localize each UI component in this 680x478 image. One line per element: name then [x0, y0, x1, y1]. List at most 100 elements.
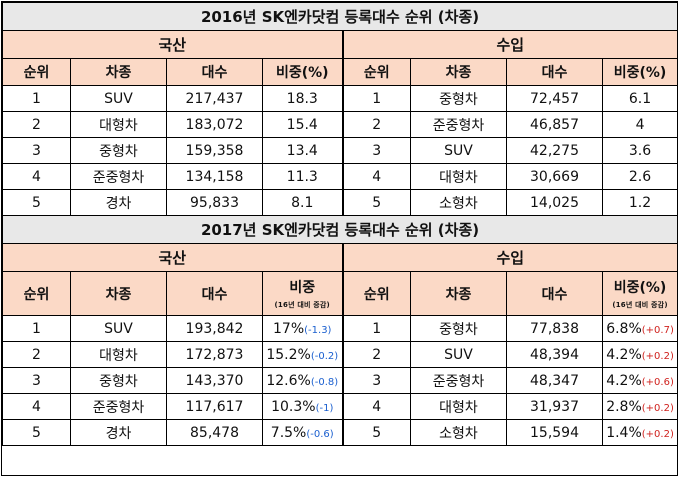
- share-value: 15.2%: [266, 346, 311, 363]
- share-cell: 6.1: [601, 85, 679, 112]
- share-cell: 11.3: [262, 163, 344, 190]
- share-delta: (-1): [315, 402, 334, 414]
- share-delta: (-0.8): [310, 376, 339, 388]
- rank-cell: 3: [2, 367, 71, 394]
- share-value: 12.6%: [266, 372, 311, 389]
- type-cell: 준중형차: [410, 111, 507, 138]
- count-cell: 183,072: [166, 111, 263, 138]
- type-cell: 대형차: [410, 393, 507, 420]
- header-share-sub: (16년 대비 증감): [274, 301, 330, 309]
- type-cell: 소형차: [410, 189, 507, 216]
- rank-cell: 1: [342, 315, 411, 342]
- share-cell: 17%(-1.3): [262, 315, 344, 342]
- share-cell: 18.3: [262, 85, 344, 112]
- count-cell: 217,437: [166, 85, 263, 112]
- table-title-2017: 2017년 SK엔카닷컴 등록대수 순위 (차종): [1, 215, 679, 244]
- header-type: 차종: [70, 271, 167, 316]
- rank-cell: 2: [342, 111, 411, 138]
- header-share: 비중(%): [262, 58, 344, 86]
- share-delta: (+0.2): [641, 350, 674, 362]
- share-cell: 6.8%(+0.7): [601, 315, 679, 342]
- count-cell: 134,158: [166, 163, 263, 190]
- header-rank: 순위: [342, 271, 411, 316]
- type-cell: 대형차: [410, 163, 507, 190]
- share-delta: (-0.2): [310, 350, 339, 362]
- type-cell: 준중형차: [70, 163, 167, 190]
- share-cell: 15.2%(-0.2): [262, 341, 344, 368]
- type-cell: 경차: [70, 189, 167, 216]
- rank-cell: 4: [342, 163, 411, 190]
- rank-cell: 2: [342, 341, 411, 368]
- rank-cell: 5: [2, 419, 71, 446]
- type-cell: 중형차: [410, 85, 507, 112]
- header-count: 대수: [506, 58, 603, 86]
- count-cell: 42,275: [506, 137, 603, 164]
- type-cell: SUV: [70, 85, 167, 112]
- table-row: 5 경차 95,833 8.1 5 소형차 14,025 1.2: [2, 189, 679, 216]
- header-rank: 순위: [2, 271, 71, 316]
- count-cell: 85,478: [166, 419, 263, 446]
- header-type: 차종: [410, 271, 507, 316]
- rank-cell: 4: [2, 393, 71, 420]
- header-share-label: 비중(%): [613, 280, 667, 296]
- share-cell: 2.6: [601, 163, 679, 190]
- count-cell: 159,358: [166, 137, 263, 164]
- share-cell: 1.4%(+0.2): [601, 419, 679, 446]
- count-cell: 48,394: [506, 341, 603, 368]
- table-row: 2 대형차 183,072 15.4 2 준중형차 46,857 4: [2, 111, 679, 138]
- header-share: 비중(%) (16년 대비 증감): [601, 271, 679, 316]
- count-cell: 117,617: [166, 393, 263, 420]
- share-value: 7.5%: [270, 424, 307, 441]
- share-cell: 13.4: [262, 137, 344, 164]
- rank-cell: 1: [342, 85, 411, 112]
- header-count: 대수: [166, 58, 263, 86]
- count-cell: 46,857: [506, 111, 603, 138]
- rank-cell: 3: [2, 137, 71, 164]
- header-rank: 순위: [2, 58, 71, 86]
- table-row: 3 중형차 143,370 12.6%(-0.8) 3 준중형차 48,347 4.2%(+0…: [2, 367, 679, 394]
- type-cell: 중형차: [70, 137, 167, 164]
- share-cell: 10.3%(-1): [262, 393, 344, 420]
- rank-cell: 3: [342, 367, 411, 394]
- table-2017: 2017년 SK엔카닷컴 등록대수 순위 (차종) 국산 수입 순위 차종 대수…: [1, 215, 679, 446]
- rank-cell: 2: [2, 341, 71, 368]
- table-row: 4 준중형차 134,158 11.3 4 대형차 30,669 2.6: [2, 163, 679, 190]
- rank-cell: 3: [342, 137, 411, 164]
- table-row: 1 SUV 217,437 18.3 1 중형차 72,457 6.1: [2, 85, 679, 112]
- table-title-2016: 2016년 SK엔카닷컴 등록대수 순위 (차종): [1, 2, 679, 31]
- rank-cell: 5: [342, 419, 411, 446]
- header-share: 비중 (16년 대비 증감): [262, 271, 344, 316]
- header-share: 비중(%): [601, 58, 679, 86]
- type-cell: 준중형차: [70, 393, 167, 420]
- table-row: 2 대형차 172,873 15.2%(-0.2) 2 SUV 48,394 4.2%(+0.…: [2, 341, 679, 368]
- header-type: 차종: [410, 58, 507, 86]
- share-cell: 4.2%(+0.6): [601, 367, 679, 394]
- type-cell: 소형차: [410, 419, 507, 446]
- header-share-label: 비중: [289, 280, 316, 296]
- share-value: 2.8%: [606, 398, 642, 415]
- share-cell: 1.2: [601, 189, 679, 216]
- header-count: 대수: [166, 271, 263, 316]
- count-cell: 72,457: [506, 85, 603, 112]
- group-import-2016: 수입: [341, 30, 679, 59]
- rank-cell: 5: [342, 189, 411, 216]
- count-cell: 172,873: [166, 341, 263, 368]
- type-cell: SUV: [410, 137, 507, 164]
- share-value: 1.4%: [606, 424, 642, 441]
- group-domestic-2017: 국산: [2, 243, 344, 272]
- group-import-2017: 수입: [341, 243, 679, 272]
- count-cell: 48,347: [506, 367, 603, 394]
- type-cell: SUV: [70, 315, 167, 342]
- type-cell: SUV: [410, 341, 507, 368]
- rank-cell: 4: [342, 393, 411, 420]
- share-value: 17%: [273, 320, 305, 337]
- share-delta: (-1.3): [304, 324, 332, 336]
- share-cell: 15.4: [262, 111, 344, 138]
- rank-cell: 1: [2, 315, 71, 342]
- header-rank: 순위: [342, 58, 411, 86]
- share-cell: 4.2%(+0.2): [601, 341, 679, 368]
- count-cell: 193,842: [166, 315, 263, 342]
- header-share-sub: (16년 대비 증감): [612, 301, 668, 309]
- share-value: 10.3%: [271, 398, 316, 415]
- share-cell: 2.8%(+0.2): [601, 393, 679, 420]
